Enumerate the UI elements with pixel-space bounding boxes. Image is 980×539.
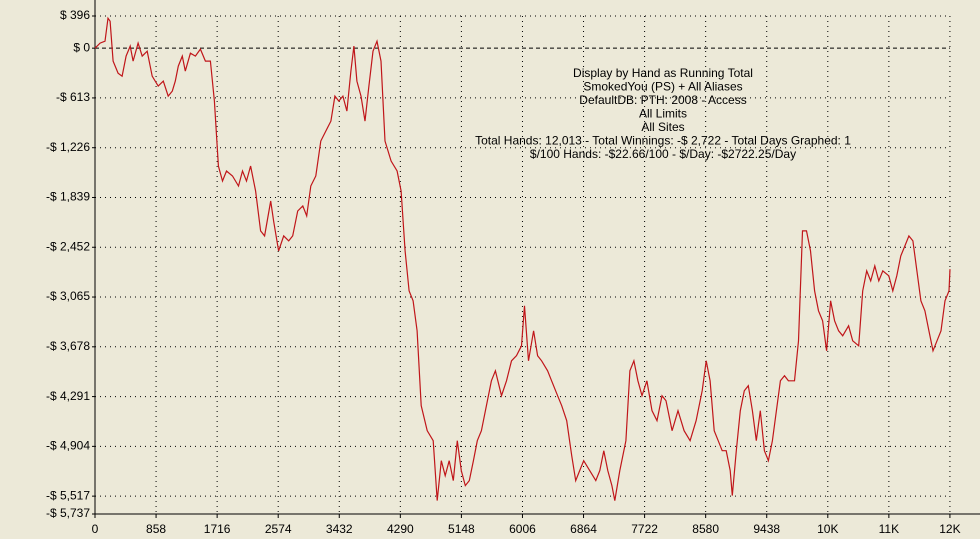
y-tick-label: -$ 5,517 xyxy=(46,488,90,502)
y-tick-label: $ 0 xyxy=(73,40,90,54)
x-tick-label: 6006 xyxy=(509,522,536,536)
y-tick-label: -$ 2,452 xyxy=(46,239,90,253)
y-tick-label: -$ 1,226 xyxy=(46,140,90,154)
x-tick-label: 11K xyxy=(879,522,899,536)
annotation: Display by Hand as Running Total xyxy=(573,66,753,80)
x-tick-label: 0 xyxy=(92,522,99,536)
x-tick-label: 8580 xyxy=(692,522,719,536)
y-tick-label: -$ 3,678 xyxy=(46,339,90,353)
y-tick-label: -$ 5,737 xyxy=(46,506,90,520)
x-tick-label: 12K xyxy=(939,522,960,536)
x-tick-label: 5148 xyxy=(448,522,475,536)
x-tick-label: 9438 xyxy=(753,522,780,536)
y-tick-label: -$ 4,291 xyxy=(46,389,90,403)
x-tick-label: 4290 xyxy=(387,522,414,536)
x-tick-label: 6864 xyxy=(570,522,597,536)
y-tick-label: $ 396 xyxy=(60,8,90,22)
x-tick-label: 7722 xyxy=(631,522,658,536)
y-tick-label: -$ 613 xyxy=(56,90,90,104)
y-tick-label: -$ 1,839 xyxy=(46,190,90,204)
annotation: $/100 Hands: -$22.66/100 - $/Day: -$2722… xyxy=(530,147,796,161)
x-tick-label: 10K xyxy=(817,522,838,536)
annotation: Total Hands: 12,013 - Total Winnings: -$… xyxy=(475,134,851,148)
x-tick-label: 858 xyxy=(146,522,166,536)
y-tick-label: -$ 3,065 xyxy=(46,289,90,303)
annotation: All Sites xyxy=(641,120,684,134)
x-tick-label: 1716 xyxy=(204,522,231,536)
annotation: SmokedYou (PS) + All Aliases xyxy=(583,80,742,94)
x-tick-label: 3432 xyxy=(326,522,353,536)
annotation: All Limits xyxy=(639,107,687,121)
y-tick-label: -$ 4,904 xyxy=(46,439,90,453)
x-tick-label: 2574 xyxy=(265,522,292,536)
annotation: DefaultDB: PTH: 2008 - Access xyxy=(579,93,746,107)
line-series xyxy=(94,16,951,501)
